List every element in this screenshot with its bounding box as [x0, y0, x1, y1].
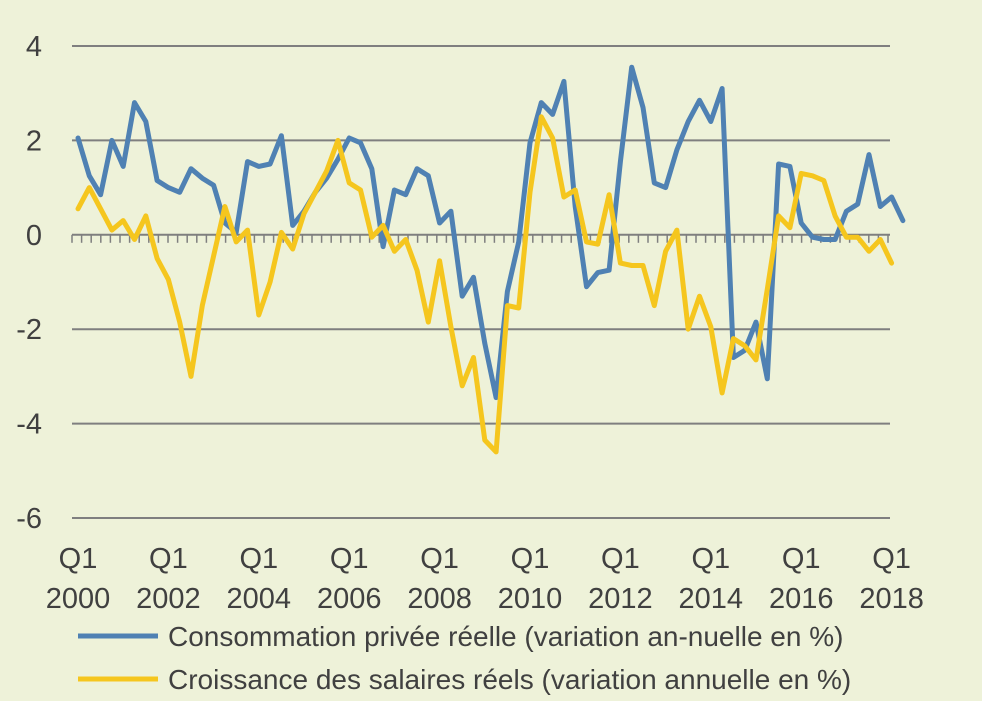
x-tick-quarter-label: Q1: [782, 543, 821, 575]
x-tick-year-label: 2016: [769, 583, 834, 615]
x-tick-quarter-label: Q1: [239, 543, 278, 575]
x-tick-year-label: 2002: [136, 583, 201, 615]
x-tick-year-label: 2006: [317, 583, 382, 615]
y-tick-label: 4: [26, 31, 42, 63]
x-tick-year-label: 2014: [679, 583, 744, 615]
legend-label: Consommation privée réelle (variation an…: [168, 621, 843, 652]
x-tick-year-label: 2010: [498, 583, 563, 615]
x-tick-quarter-label: Q1: [330, 543, 369, 575]
x-tick-year-label: 2000: [46, 583, 111, 615]
x-tick-year-label: 2008: [407, 583, 472, 615]
x-tick-quarter-label: Q1: [149, 543, 188, 575]
y-tick-label: 2: [26, 125, 42, 157]
x-tick-quarter-label: Q1: [872, 543, 911, 575]
y-tick-label: -2: [16, 314, 42, 346]
x-tick-year-label: 2018: [859, 583, 924, 615]
x-tick-year-label: 2004: [227, 583, 292, 615]
x-tick-quarter-label: Q1: [691, 543, 730, 575]
series-line: [75, 64, 906, 401]
y-tick-label: 0: [26, 220, 42, 252]
y-tick-label: -4: [16, 409, 42, 441]
x-tick-quarter-label: Q1: [601, 543, 640, 575]
y-tick-label: -6: [16, 503, 42, 535]
x-tick-year-label: 2012: [588, 583, 653, 615]
legend-label: Croissance des salaires réels (variation…: [168, 664, 851, 695]
x-tick-quarter-label: Q1: [511, 543, 550, 575]
series-line: [75, 114, 895, 455]
x-tick-quarter-label: Q1: [59, 543, 98, 575]
x-tick-quarter-label: Q1: [420, 543, 459, 575]
